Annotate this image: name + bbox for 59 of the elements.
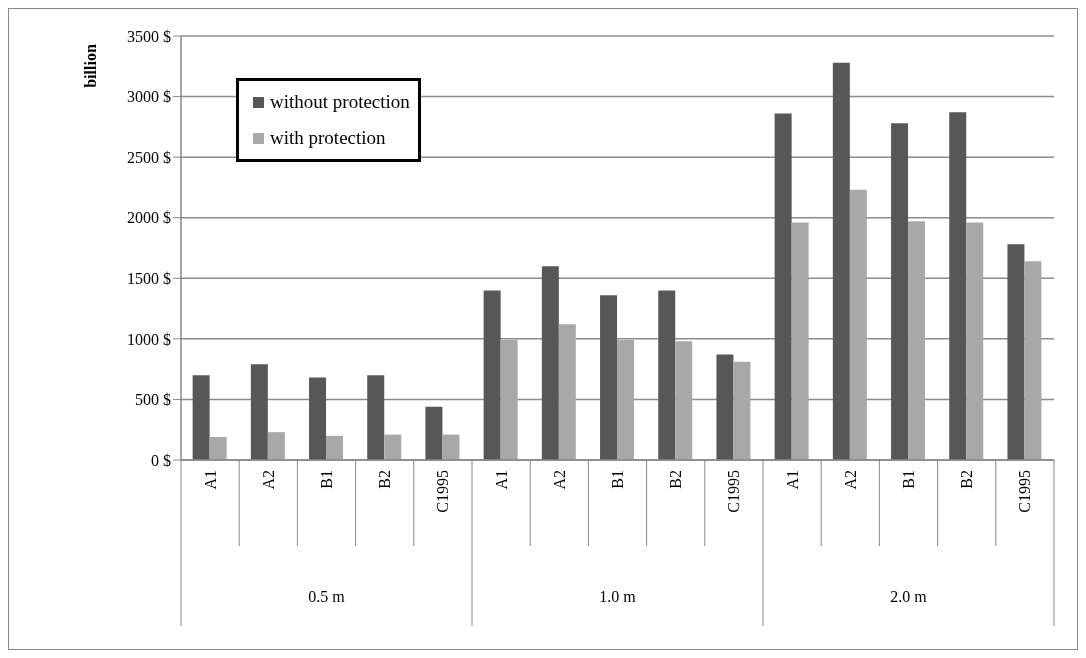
x-tick-label: C1995 bbox=[725, 470, 743, 513]
y-axis-title: billion bbox=[82, 44, 100, 88]
bar bbox=[733, 361, 751, 460]
bar bbox=[791, 222, 809, 460]
bar bbox=[849, 189, 867, 460]
x-tick-label: A1 bbox=[201, 470, 219, 490]
bar bbox=[309, 377, 327, 460]
bar bbox=[617, 340, 635, 460]
bar bbox=[966, 222, 984, 460]
x-tick-label: B1 bbox=[609, 470, 626, 489]
bar bbox=[949, 112, 967, 460]
x-tick-label: C1995 bbox=[434, 470, 452, 513]
x-tick-label: A2 bbox=[259, 470, 277, 490]
bar bbox=[541, 266, 559, 460]
y-tick-label: 3500 $ bbox=[127, 27, 171, 45]
bar bbox=[367, 375, 385, 460]
bar bbox=[832, 62, 850, 460]
text: 2.0 m bbox=[889, 588, 928, 606]
x-tick-label: C1995 bbox=[1016, 470, 1034, 513]
x-tick-label: A2 bbox=[841, 470, 859, 490]
y-tick-label: 2000 $ bbox=[127, 209, 171, 227]
y-tick-label: 1500 $ bbox=[127, 269, 171, 287]
bar bbox=[891, 123, 909, 460]
legend-label: without protection bbox=[270, 91, 410, 113]
bar bbox=[600, 295, 618, 460]
bar bbox=[500, 340, 518, 460]
y-tick-label: 2500 $ bbox=[127, 148, 171, 166]
legend-label: with protection bbox=[270, 127, 386, 149]
bar bbox=[442, 434, 460, 460]
bar bbox=[267, 432, 285, 460]
x-tick-label: B1 bbox=[900, 470, 917, 489]
text: 0.5 m bbox=[307, 588, 346, 606]
x-tick-label: B2 bbox=[667, 470, 685, 489]
bar bbox=[250, 364, 268, 460]
bar bbox=[658, 290, 676, 460]
bar bbox=[1024, 261, 1042, 460]
y-tick-label: 3000 $ bbox=[127, 88, 171, 106]
bar bbox=[483, 290, 501, 460]
bar bbox=[716, 354, 734, 460]
text: 1.0 m bbox=[598, 588, 637, 606]
x-tick-label: A1 bbox=[783, 470, 801, 490]
bar bbox=[675, 341, 693, 460]
bar bbox=[209, 436, 227, 460]
x-tick-label: B1 bbox=[318, 470, 335, 489]
bar bbox=[192, 375, 210, 460]
bar bbox=[774, 113, 792, 460]
x-tick-label: A1 bbox=[492, 470, 510, 490]
bar bbox=[1007, 244, 1025, 460]
bar bbox=[384, 434, 402, 460]
x-tick-label: A2 bbox=[550, 470, 568, 490]
x-tick-label: B2 bbox=[376, 470, 394, 489]
bar bbox=[326, 435, 344, 460]
bar bbox=[425, 406, 443, 460]
x-tick-label: B2 bbox=[958, 470, 976, 489]
y-tick-label: 0 $ bbox=[151, 451, 171, 469]
y-tick-label: 500 $ bbox=[135, 391, 171, 409]
bar bbox=[558, 324, 576, 460]
bar bbox=[908, 221, 926, 460]
y-tick-label: 1000 $ bbox=[127, 330, 171, 348]
